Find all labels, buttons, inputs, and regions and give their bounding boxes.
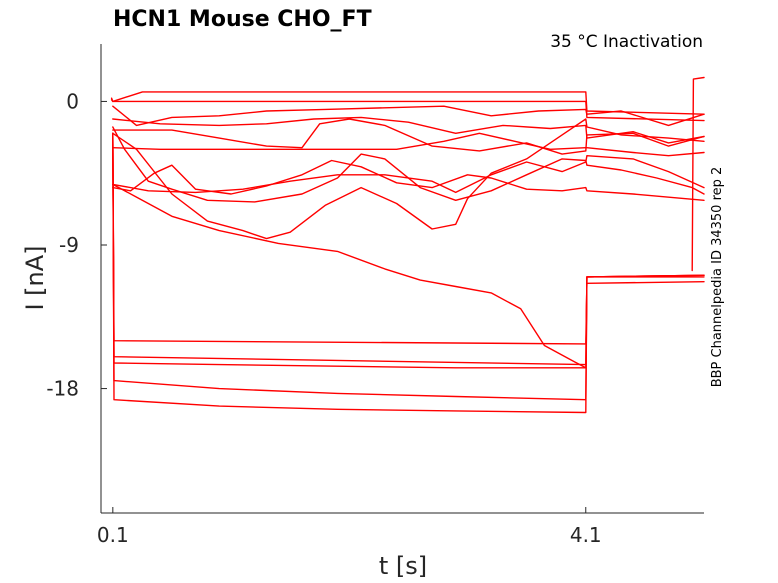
current-trace-12 (112, 132, 705, 345)
current-trace-16 (112, 132, 705, 414)
traces (110, 76, 705, 414)
y-tick-label: -18 (46, 377, 79, 401)
chart-subtitle: 35 °C Inactivation (550, 32, 703, 52)
plot-axes (100, 44, 704, 514)
ticks: 0.1 4.1 0 -9 -18 (46, 89, 601, 547)
current-trace-2 (110, 97, 705, 122)
y-tick-label: -9 (59, 233, 79, 257)
y-tick-label: 0 (66, 89, 79, 113)
x-axis-label: t [s] (379, 552, 427, 580)
current-trace-10 (112, 118, 705, 240)
current-trace-8 (112, 159, 705, 202)
chart-title: HCN1 Mouse CHO_FT (113, 7, 372, 32)
current-trace-6 (112, 132, 705, 157)
x-tick-label: 0.1 (97, 523, 129, 547)
current-trace-1 (110, 91, 705, 115)
current-trace-7 (112, 126, 705, 203)
current-trace-9 (112, 154, 705, 194)
current-trace-15 (112, 132, 705, 401)
y-axis-label: I [nA] (21, 245, 49, 310)
current-trace-13 (112, 132, 705, 366)
current-trace-5 (112, 118, 705, 155)
x-tick-label: 4.1 (570, 523, 602, 547)
current-trace-17 (691, 76, 705, 272)
source-note: BBP Channelpedia ID 34350 rep 2 (710, 167, 725, 388)
current-trace-11 (112, 183, 587, 369)
current-trace-4 (112, 116, 705, 144)
current-trace-3 (112, 105, 705, 127)
